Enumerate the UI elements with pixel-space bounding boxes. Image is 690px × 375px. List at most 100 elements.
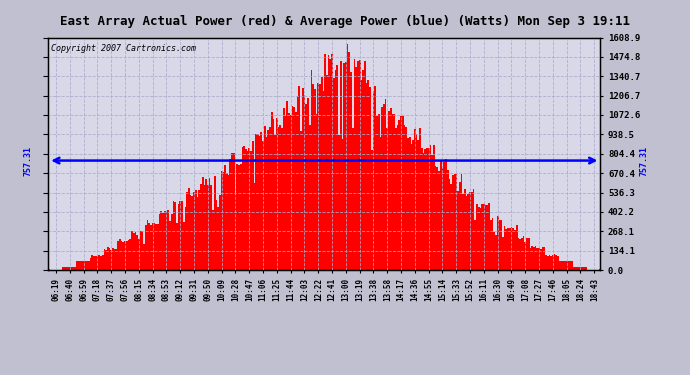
Bar <box>172 201 175 270</box>
Bar <box>314 89 316 270</box>
Bar <box>507 228 509 270</box>
Bar <box>428 148 430 270</box>
Bar <box>438 171 440 270</box>
Bar <box>575 267 576 270</box>
Bar <box>90 258 91 270</box>
Bar <box>162 213 164 270</box>
Bar <box>582 267 583 270</box>
Bar <box>502 237 504 270</box>
Bar <box>486 206 489 270</box>
Bar <box>268 130 269 270</box>
Bar <box>238 165 240 270</box>
Bar <box>473 189 475 270</box>
Bar <box>188 188 190 270</box>
Bar <box>457 190 459 270</box>
Text: 757.31: 757.31 <box>640 146 649 176</box>
Bar <box>307 98 309 270</box>
Bar <box>538 248 540 270</box>
Text: 757.31: 757.31 <box>24 146 33 176</box>
Bar <box>386 128 388 270</box>
Bar <box>385 99 386 270</box>
Bar <box>138 239 140 270</box>
Bar <box>79 261 81 270</box>
Bar <box>493 232 495 270</box>
Bar <box>302 88 304 270</box>
Bar <box>423 153 424 270</box>
Bar <box>269 128 271 270</box>
Bar <box>521 238 523 270</box>
Bar <box>506 229 507 270</box>
Bar <box>178 204 179 270</box>
Bar <box>407 138 409 270</box>
Bar <box>286 101 288 270</box>
Bar <box>471 192 473 270</box>
Bar <box>237 164 238 270</box>
Bar <box>547 256 549 270</box>
Bar <box>317 83 319 270</box>
Bar <box>219 195 221 270</box>
Bar <box>175 202 176 270</box>
Bar <box>254 183 255 270</box>
Bar <box>266 137 268 270</box>
Bar <box>447 170 448 270</box>
Bar <box>121 242 123 270</box>
Bar <box>492 218 493 270</box>
Bar <box>91 255 93 270</box>
Bar <box>464 189 466 270</box>
Bar <box>68 267 69 270</box>
Bar <box>420 128 421 270</box>
Bar <box>297 96 299 270</box>
Bar <box>275 135 276 270</box>
Bar <box>154 223 155 270</box>
Bar <box>62 267 64 270</box>
Bar <box>213 210 214 270</box>
Bar <box>148 223 150 270</box>
Bar <box>147 220 148 270</box>
Bar <box>321 76 323 270</box>
Bar <box>417 140 420 270</box>
Bar <box>271 112 273 270</box>
Bar <box>551 256 552 270</box>
Bar <box>416 134 417 270</box>
Bar <box>461 174 462 270</box>
Bar <box>448 179 451 270</box>
Bar <box>169 221 171 270</box>
Bar <box>518 238 520 270</box>
Bar <box>300 130 302 270</box>
Bar <box>573 267 575 270</box>
Bar <box>342 139 344 270</box>
Bar <box>475 220 476 270</box>
Bar <box>397 125 399 270</box>
Bar <box>168 210 169 270</box>
Bar <box>395 128 397 270</box>
Bar <box>476 204 478 270</box>
Bar <box>564 261 566 270</box>
Bar <box>186 192 188 270</box>
Bar <box>357 61 359 270</box>
Bar <box>78 261 79 270</box>
Bar <box>66 267 68 270</box>
Bar <box>290 115 292 270</box>
Text: East Array Actual Power (red) & Average Power (blue) (Watts) Mon Sep 3 19:11: East Array Actual Power (red) & Average … <box>60 15 630 28</box>
Bar <box>540 249 542 270</box>
Bar <box>195 190 197 270</box>
Bar <box>535 246 537 270</box>
Bar <box>214 176 216 270</box>
Bar <box>328 56 330 270</box>
Bar <box>530 248 531 270</box>
Bar <box>376 117 378 270</box>
Bar <box>509 228 511 270</box>
Bar <box>150 225 152 270</box>
Bar <box>145 225 147 270</box>
Bar <box>406 127 407 270</box>
Bar <box>362 70 364 270</box>
Bar <box>355 67 357 270</box>
Bar <box>378 114 380 270</box>
Bar <box>352 128 354 270</box>
Bar <box>513 228 514 270</box>
Bar <box>414 129 416 270</box>
Bar <box>375 86 376 270</box>
Bar <box>278 127 279 270</box>
Bar <box>255 134 257 270</box>
Bar <box>161 211 162 270</box>
